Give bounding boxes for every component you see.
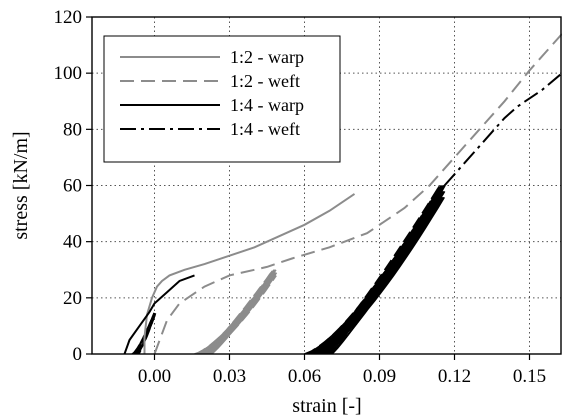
x-tick-label: 0.15 — [513, 366, 546, 387]
series-line-3 — [123, 274, 195, 354]
legend-label: 1:4 - warp — [230, 95, 304, 115]
hysteresis-loop — [308, 185, 442, 354]
x-tick-label: 0.12 — [438, 366, 471, 387]
x-tick-label: 0.06 — [288, 366, 321, 387]
tick-labels: 0.00 0.03 0.06 0.09 0.12 0.15 0 20 40 60 80 100 120 — [54, 7, 547, 387]
legend: 1:2 - warp 1:2 - weft 1:4 - warp 1:4 - weft — [103, 35, 341, 163]
series-line-2 — [153, 33, 562, 354]
hysteresis-loop — [204, 272, 278, 354]
y-tick-label: 40 — [63, 232, 82, 253]
hysteresis-loop — [202, 269, 277, 354]
x-tick-label: 0.03 — [213, 366, 246, 387]
hysteresis-loop — [195, 269, 274, 354]
hysteresis-loop — [134, 311, 156, 354]
hysteresis-loop — [313, 185, 444, 354]
hysteresis-loop — [198, 269, 275, 354]
plot-content — [123, 33, 562, 354]
y-tick-label: 120 — [54, 7, 83, 28]
hysteresis-loop — [305, 185, 441, 354]
y-tick-label: 60 — [63, 176, 82, 197]
series-line-1 — [143, 193, 356, 354]
x-axis-label: strain [-] — [292, 395, 361, 417]
axis-ticks — [86, 16, 531, 360]
plot-area — [123, 33, 562, 354]
legend-label: 1:2 - weft — [230, 71, 300, 91]
series-line-4 — [443, 72, 562, 187]
x-tick-label: 0.09 — [363, 366, 396, 387]
x-tick-label: 0.00 — [138, 366, 171, 387]
legend-label: 1:4 - weft — [230, 119, 300, 139]
y-tick-label: 80 — [63, 119, 82, 140]
hysteresis-loop — [311, 185, 443, 354]
y-tick-label: 100 — [54, 63, 83, 84]
legend-box — [103, 35, 341, 163]
y-axis-label: stress [kN/m] — [10, 131, 32, 239]
hysteresis-loop — [316, 185, 445, 354]
y-tick-label: 0 — [73, 344, 83, 365]
y-tick-label: 20 — [63, 288, 82, 309]
legend-label: 1:2 - warp — [230, 47, 304, 67]
